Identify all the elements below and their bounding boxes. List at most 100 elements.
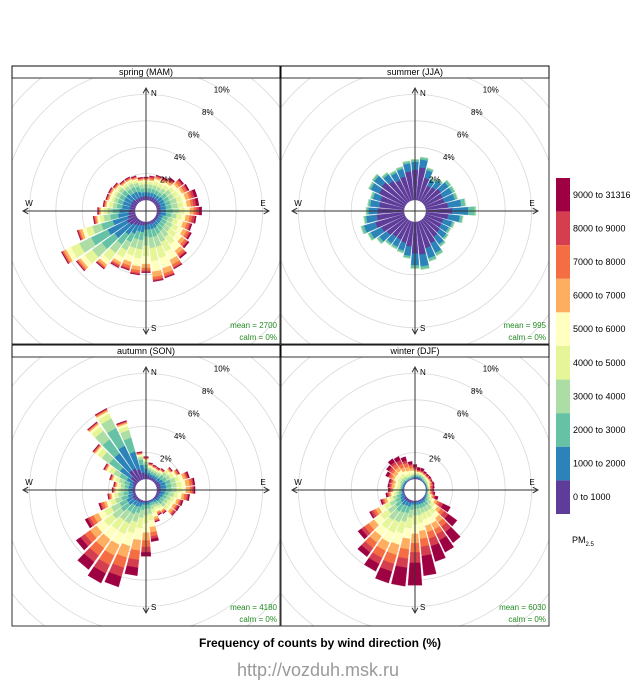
ring-label: 6% (457, 131, 469, 140)
calm-label: calm = 0% (508, 615, 546, 624)
wind-bar-segment (376, 238, 382, 245)
mean-label: mean = 2700 (230, 321, 277, 330)
wind-bar-segment (105, 193, 109, 200)
wind-bar-segment (443, 234, 449, 241)
wind-bar-segment (369, 199, 381, 208)
legend-label: 1000 to 2000 (573, 459, 626, 469)
wind-bar-segment (147, 188, 152, 193)
axis-north-head (142, 86, 150, 94)
legend-label: 7000 to 8000 (573, 257, 626, 267)
wind-bar-segment (162, 176, 168, 181)
wind-bar-segment (430, 478, 433, 482)
wind-bar-segment (164, 491, 169, 496)
legend-swatch (556, 413, 570, 447)
wind-bar-segment (92, 443, 100, 453)
wind-bar-segment (430, 543, 446, 562)
wind-bar-segment (403, 245, 412, 257)
wind-bar-segment (161, 467, 165, 472)
legend-label: 4000 to 5000 (573, 358, 626, 368)
wind-bar-segment (445, 526, 461, 544)
axis-west-head (21, 486, 29, 494)
wind-bar-segment (76, 230, 82, 241)
wind-bar-segment (432, 485, 435, 489)
wind-bar-segment (136, 451, 143, 454)
panel-title: summer (JJA) (387, 67, 443, 77)
wind-bar-segment (84, 518, 93, 529)
ring-label: 4% (443, 432, 455, 441)
axis-north-head (142, 365, 150, 373)
legend-label: 0 to 1000 (573, 492, 611, 502)
wind-bar-segment (130, 272, 140, 276)
legend-title-subscript: 2.5 (586, 542, 595, 548)
ring-label: 6% (457, 410, 469, 419)
wind-bar-segment (75, 537, 89, 551)
mean-label: mean = 995 (504, 321, 547, 330)
wind-bar-segment (124, 176, 130, 181)
wind-bar-segment (150, 537, 159, 542)
wind-bar-segment (369, 511, 375, 519)
wind-bar-segment (432, 481, 435, 485)
wind-bar-segment (419, 159, 428, 169)
wind-bar-segment (148, 519, 156, 528)
wind-bar-segment (152, 464, 157, 467)
wind-bar-segment (428, 475, 432, 480)
wind-bar-segment (75, 260, 85, 272)
ring-label: 10% (483, 86, 499, 95)
ring-label: 4% (174, 153, 186, 162)
legend: 9000 to 31316 8000 to 9000 7000 to 8000 600… (556, 178, 631, 548)
wind-bar-segment (387, 483, 390, 488)
wind-bar-segment (420, 267, 430, 271)
wind-bar-segment (87, 566, 106, 584)
wind-bar-segment (402, 160, 411, 163)
wind-bar-segment (175, 505, 180, 512)
compass-label-e: E (529, 199, 534, 208)
wind-bar-segment (357, 544, 371, 557)
axis-south-head (411, 607, 419, 615)
ring-label: 8% (202, 387, 214, 396)
wind-bar-segment (461, 215, 464, 224)
legend-label: 6000 to 7000 (573, 291, 626, 301)
wind-bar-segment (117, 492, 124, 498)
wind-bar-segment (155, 174, 162, 178)
wind-bar-segment (104, 572, 122, 588)
ring-label: 4% (443, 153, 455, 162)
wind-bar-segment (418, 522, 426, 532)
legend-swatch (556, 312, 570, 346)
wind-bar-segment (436, 251, 444, 257)
axis-east-head (532, 207, 540, 215)
wind-bar-segment (419, 537, 430, 548)
panel-title: autumn (SON) (117, 346, 175, 356)
calm-label: calm = 0% (239, 333, 277, 342)
wind-bar-segment (185, 471, 190, 479)
wind-bar-segment (440, 503, 451, 513)
wind-bar-segment (451, 185, 456, 192)
ring-label: 8% (202, 108, 214, 117)
wind-bar-segment (178, 178, 185, 185)
wind-bar-segment (420, 156, 429, 159)
ring-label: 2% (429, 454, 441, 463)
panel-border (11, 344, 281, 627)
wind-bar-segment (160, 491, 165, 495)
compass-label-s: S (151, 324, 156, 333)
wind-bar-segment (375, 567, 393, 584)
wind-bar-segment (186, 232, 192, 240)
legend-label: 2000 to 3000 (573, 425, 626, 435)
wind-bar-segment (387, 458, 395, 466)
wind-bar-segment (132, 257, 142, 267)
wind-bar-segment (119, 179, 125, 185)
ring-label: 10% (214, 365, 230, 374)
ring-label: 6% (188, 410, 200, 419)
wind-bar-segment (94, 407, 107, 416)
ring-label: 2% (160, 175, 172, 184)
wind-bar-segment (162, 510, 167, 515)
wind-bar-segment (193, 215, 197, 224)
wind-bar-segment (150, 259, 162, 272)
wind-bar-segment (112, 182, 118, 188)
legend-swatch (556, 446, 570, 481)
